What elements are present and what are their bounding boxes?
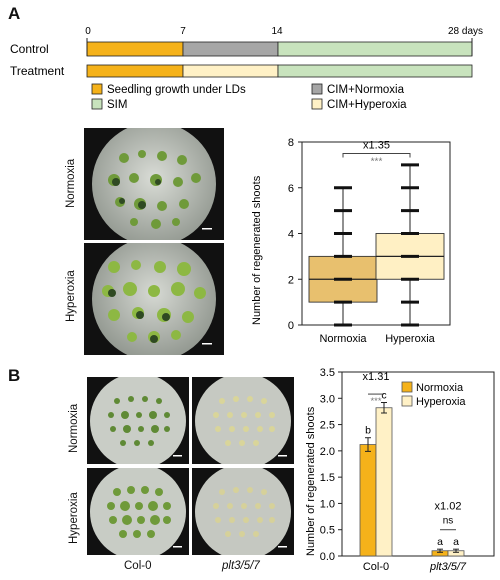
bar-ratio-annotation-plt: x1.02 (435, 501, 462, 513)
panel-a-letter: A (8, 4, 21, 23)
bar-y-tick-label: 3.0 (320, 393, 335, 405)
box-observation-points (401, 209, 419, 213)
bar-significance-letter: b (365, 425, 371, 437)
bar-significance-letter: a (453, 536, 459, 548)
plate-photo-col0-normoxia (87, 377, 189, 464)
bar-chart: Number of regenerated shoots 0.0 0.5 1.0 1.… (305, 367, 495, 573)
day-label-0: 0 (85, 26, 91, 37)
box-y-tick-label: 8 (288, 137, 294, 149)
bar-x-label: plt3/5/7 (429, 561, 467, 573)
bar-ratio-annotation-col0: x1.31 (363, 371, 390, 383)
photo-label-normoxia-a: Normoxia (65, 158, 77, 208)
box-observation-points (401, 232, 419, 235)
row-label-control: Control (10, 42, 49, 56)
box-ratio-annotation: x1.35 (363, 139, 390, 151)
bar-x-label: Col-0 (363, 561, 389, 573)
box-plot-chart: Number of regenerated shoots 0 2 4 6 8 Normo… (251, 137, 451, 345)
bar-significance-ns-plt: ns (443, 515, 454, 526)
control-seedling-bar (86, 41, 184, 57)
bar-y-tick-label: 0.0 (320, 551, 335, 563)
box-observation-points (334, 277, 352, 281)
bar-significance-letter: a (437, 536, 443, 548)
box-observation-points (401, 254, 419, 258)
box-observation-points (334, 300, 352, 304)
photo-col-label-plt: plt3/5/7 (222, 560, 260, 572)
day-label-28: 28 days (448, 26, 483, 37)
bar-chart-frame (341, 371, 495, 557)
box-y-axis-label: Number of regenerated shoots (251, 175, 263, 325)
box-observation-points (334, 323, 352, 327)
box-y-tick-label: 2 (288, 274, 294, 286)
bar-legend-label-hyperoxia: Hyperoxia (416, 396, 466, 408)
control-cim-normoxia-bar (182, 41, 279, 57)
box-significance-stars: *** (371, 156, 383, 167)
legend-label-cim-hyperoxia: CIM+Hyperoxia (327, 99, 407, 110)
photo-col-label-col0: Col-0 (124, 560, 152, 572)
legend-label-seedling: Seedling growth under LDs (107, 84, 246, 96)
box-significance-bracket (342, 152, 411, 158)
legend-swatch-cim-hyperoxia (311, 98, 323, 110)
plate-photo-normoxia-a (84, 128, 224, 240)
treatment-sim-bar (277, 64, 473, 78)
bar-normoxia-0 (359, 444, 377, 557)
box-y-tick-label: 6 (288, 183, 294, 195)
bar-legend-swatch-hyperoxia (401, 395, 413, 407)
legend-swatch-seedling (91, 83, 103, 95)
box-observation-points (334, 186, 352, 190)
bar-y-tick-label: 1.5 (320, 472, 335, 484)
legend-swatch-cim-normoxia (311, 83, 323, 95)
legend-label-sim: SIM (107, 99, 127, 110)
bar-y-tick-label: 2.0 (320, 446, 335, 458)
panel-b-letter: B (8, 366, 21, 385)
box-observation-points (334, 254, 352, 258)
legend-swatch-sim (91, 98, 103, 110)
box-y-tick-label: 0 (288, 320, 294, 332)
photo-label-hyperoxia-a: Hyperoxia (65, 270, 77, 322)
timeline: 0 7 14 28 days Control Treatment Seedlin… (10, 26, 483, 110)
box-observation-points (334, 232, 352, 235)
box-observation-points (401, 323, 419, 327)
bar-hyperoxia-0 (375, 407, 393, 557)
box-observation-points (401, 186, 419, 190)
box-observation-points (401, 163, 419, 167)
plate-photo-col0-hyperoxia (87, 468, 189, 555)
photo-label-normoxia-b: Normoxia (68, 403, 80, 453)
box-observation-points (401, 277, 419, 281)
plate-photo-hyperoxia-a (84, 243, 224, 355)
plate-photo-plt-hyperoxia (192, 468, 294, 555)
box-x-label: Hyperoxia (385, 333, 435, 345)
box-y-tick-label: 4 (288, 229, 294, 241)
bar-y-tick-label: 3.5 (320, 367, 335, 379)
bar-legend-label-normoxia: Normoxia (416, 382, 464, 394)
day-label-7: 7 (180, 26, 186, 37)
treatment-cim-hyperoxia-bar (182, 64, 279, 78)
control-sim-bar (277, 41, 473, 57)
bar-significance-letter: c (381, 389, 386, 401)
box-x-label: Normoxia (319, 333, 367, 345)
bar-y-tick-label: 1.0 (320, 498, 335, 510)
treatment-seedling-bar (86, 64, 184, 78)
bar-legend-swatch-normoxia (401, 381, 413, 393)
row-label-treatment: Treatment (10, 64, 65, 78)
bar-y-axis-label: Number of regenerated shoots (305, 406, 317, 556)
day-label-14: 14 (271, 26, 283, 37)
bar-y-tick-label: 0.5 (320, 525, 335, 537)
plate-photo-plt-normoxia (192, 377, 294, 464)
photo-label-hyperoxia-b: Hyperoxia (68, 492, 80, 544)
bar-significance-stars-col0: *** (370, 396, 381, 407)
box-observation-points (401, 300, 419, 304)
box-observation-points (334, 209, 352, 213)
bar-y-tick-label: 2.5 (320, 420, 335, 432)
legend-label-cim-normoxia: CIM+Normoxia (327, 84, 405, 96)
